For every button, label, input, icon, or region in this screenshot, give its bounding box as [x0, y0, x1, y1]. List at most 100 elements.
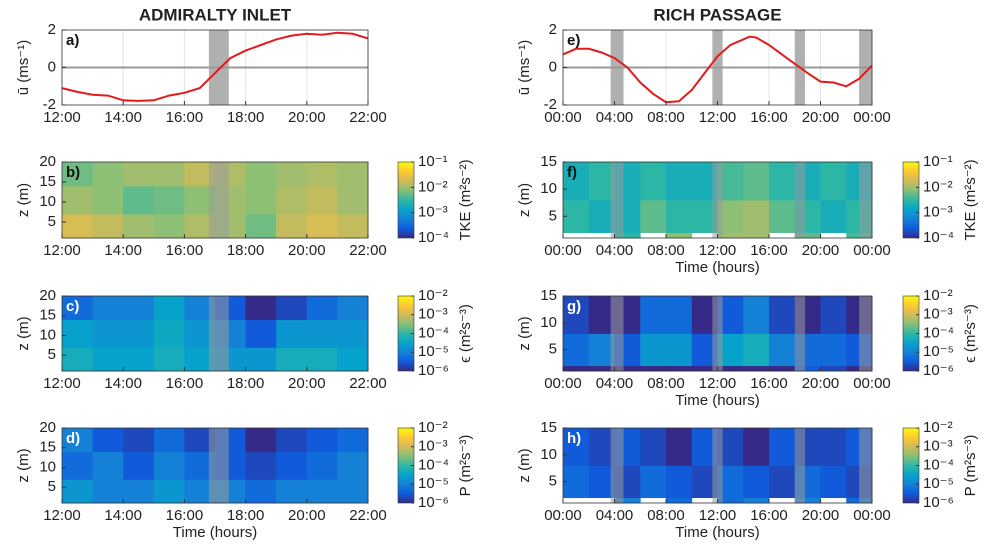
y-tick-label: 0: [549, 58, 557, 75]
heatmap-cell: [153, 296, 185, 321]
plot-frame: [61, 161, 369, 239]
x-tick-label: 20:00: [288, 375, 326, 392]
x-tick-label: 20:00: [802, 242, 840, 259]
heatmap-cell: [245, 428, 277, 453]
plot-frame: [61, 29, 369, 106]
heatmap-cell: [588, 162, 615, 201]
heatmap-cell: [563, 465, 590, 499]
x-axis-label: Time (hours): [675, 524, 759, 541]
heatmap-cell: [820, 162, 847, 201]
heatmap-cell: [245, 319, 277, 348]
plot-frame: [61, 427, 369, 504]
y-axis-label: ū (ms⁻¹): [15, 40, 32, 95]
x-tick-label: 16:00: [750, 242, 788, 259]
heatmap-cell: [588, 333, 615, 367]
heatmap-cell: [640, 200, 667, 233]
x-tick-label: 04:00: [596, 507, 634, 524]
heatmap-cell: [743, 296, 770, 334]
x-tick-label: 22:00: [349, 109, 387, 126]
x-tick-label: 04:00: [596, 375, 634, 392]
heatmap-cell: [769, 162, 796, 201]
heatmap-cell: [123, 319, 155, 348]
heatmap-cell: [306, 479, 338, 504]
heatmap-cell: [153, 428, 185, 453]
panel-label: b): [66, 164, 80, 181]
heatmap-cell: [717, 497, 744, 504]
heatmap-cell: [337, 214, 369, 239]
slack-period: [610, 296, 624, 371]
colorbar-label: P (m²s⁻³): [962, 435, 979, 497]
x-tick-label: 12:00: [43, 375, 81, 392]
x-tick-label: 12:00: [699, 242, 737, 259]
y-tick-label: -2: [544, 96, 557, 113]
heatmap-cell: [337, 479, 369, 504]
heatmap-cell: [794, 232, 821, 239]
x-tick-label: 12:00: [699, 375, 737, 392]
heatmap-cell: [666, 465, 693, 499]
heatmap-cell: [640, 428, 667, 466]
heatmap-cell: [769, 333, 796, 367]
colorbar-tick-label: 10⁻⁴: [923, 324, 954, 341]
heatmap-cell: [62, 428, 93, 453]
heatmap-cell: [820, 428, 847, 466]
heatmap-cell: [820, 296, 847, 334]
x-tick-label: 12:00: [43, 242, 81, 259]
y-tick-label: 10: [540, 180, 557, 197]
colorbar-tick-label: 10⁻²: [923, 287, 953, 304]
plot-frame: [61, 295, 369, 372]
heatmap-cell: [306, 186, 338, 215]
heatmap-cell: [153, 451, 185, 480]
heatmap-cell: [769, 465, 796, 499]
x-tick-label: 16:00: [750, 109, 788, 126]
x-tick-label: 16:00: [166, 507, 204, 524]
heatmap-cell: [666, 232, 693, 239]
slack-period: [859, 296, 872, 371]
heatmap-cell: [306, 296, 338, 321]
heatmap-cell: [153, 479, 185, 504]
x-tick-label: 12:00: [699, 109, 737, 126]
heatmap-cell: [794, 365, 821, 372]
heatmap-cell: [123, 162, 155, 187]
panel-label: d): [66, 430, 80, 447]
heatmap-cell: [743, 428, 770, 466]
slack-period: [794, 296, 806, 371]
heatmap-cell: [62, 162, 93, 187]
y-tick-label: 10: [39, 458, 56, 475]
heatmap-cell: [743, 465, 770, 499]
y-tick-label: -2: [43, 96, 56, 113]
y-tick-label: 10: [540, 446, 557, 463]
heatmap-cell: [276, 214, 308, 239]
colorbar-tick-label: 10⁻⁶: [923, 362, 954, 379]
colorbar-tick-label: 10⁻⁴: [418, 456, 449, 473]
heatmap-cell: [153, 347, 185, 372]
x-tick-label: 16:00: [750, 507, 788, 524]
heatmap-cell: [62, 186, 93, 215]
y-axis-label: z (m): [516, 183, 533, 217]
colorbar: [902, 161, 920, 239]
heatmap-cell: [769, 200, 796, 233]
heatmap-cell: [717, 365, 744, 372]
heatmap-cell: [794, 497, 821, 504]
colorbar-tick-label: 10⁻⁴: [418, 324, 449, 341]
y-tick-label: 15: [540, 153, 557, 170]
colorbar-tick-label: 10⁻²: [923, 419, 953, 436]
slack-period: [610, 162, 624, 238]
heatmap-cell: [588, 465, 615, 499]
colorbar-label: ϵ (m²s⁻³): [457, 304, 474, 363]
colorbar-tick-label: 10⁻⁶: [418, 362, 449, 379]
y-axis-label: z (m): [516, 448, 533, 482]
heatmap-cell: [276, 428, 308, 453]
x-tick-label: 14:00: [104, 507, 142, 524]
colorbar-tick-label: 10⁻⁴: [923, 229, 954, 246]
heatmap-cell: [92, 214, 124, 239]
y-tick-label: 10: [39, 193, 56, 210]
slack-period: [208, 296, 229, 371]
heatmap-cell: [123, 451, 155, 480]
heatmap-cell: [276, 319, 308, 348]
y-axis-label: z (m): [516, 316, 533, 350]
heatmap-cell: [123, 214, 155, 239]
heatmap-cell: [337, 319, 369, 348]
x-tick-label: 12:00: [43, 507, 81, 524]
x-tick-label: 08:00: [647, 507, 685, 524]
heatmap-cell: [62, 347, 93, 372]
